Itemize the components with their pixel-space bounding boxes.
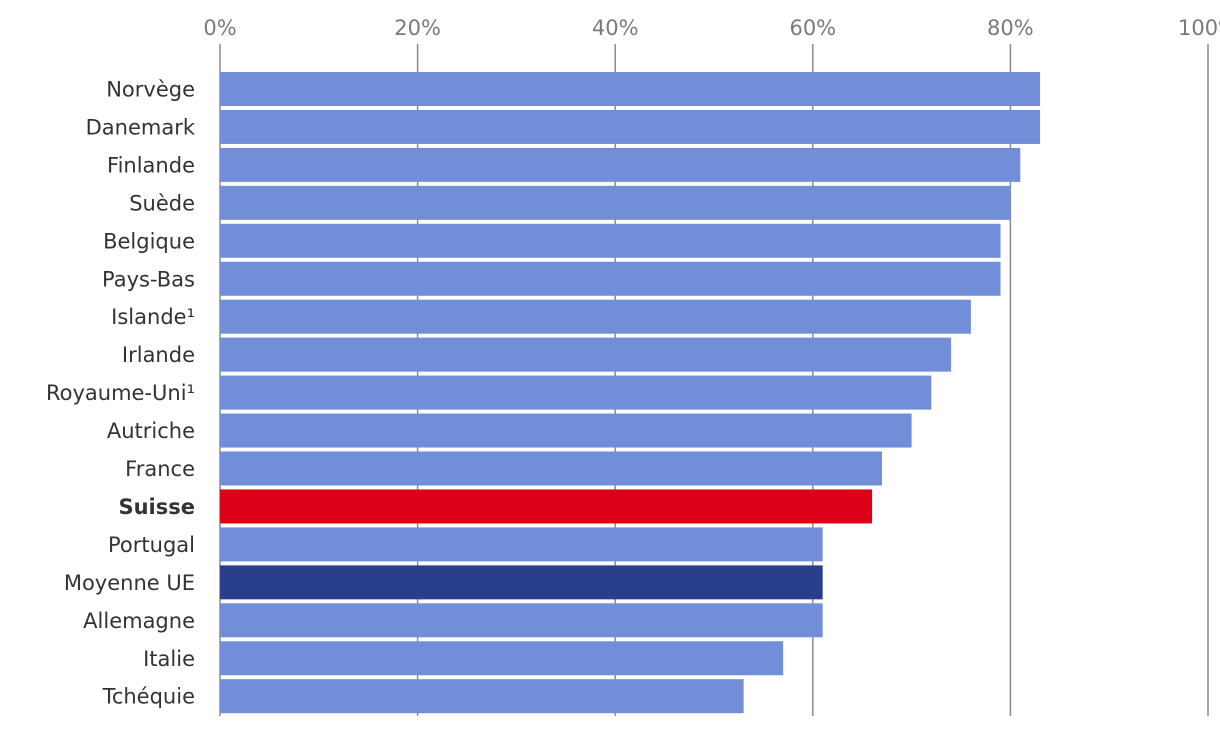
category-label: Belgique <box>103 229 195 253</box>
bar-country <box>220 261 1001 296</box>
bar-country <box>220 679 744 714</box>
category-label: Islande¹ <box>111 305 195 329</box>
category-label: Norvège <box>106 78 195 102</box>
category-label: Allemagne <box>83 609 195 633</box>
category-label: Autriche <box>107 419 195 443</box>
bar-country <box>220 451 882 486</box>
category-label: France <box>125 457 195 481</box>
x-tick-label: 60% <box>789 16 836 40</box>
bar-country <box>220 337 952 372</box>
bars <box>220 72 1041 714</box>
x-tick-label: 0% <box>203 16 236 40</box>
bar-country <box>220 223 1001 258</box>
category-label: Moyenne UE <box>64 571 195 595</box>
category-label: Tchéquie <box>102 685 195 709</box>
bar-country <box>220 413 912 448</box>
bar-country <box>220 185 1011 220</box>
x-tick-label: 40% <box>592 16 639 40</box>
category-label: Royaume-Uni¹ <box>46 381 195 405</box>
bar-average <box>220 565 823 600</box>
category-label: Italie <box>143 647 195 671</box>
category-label: Pays-Bas <box>102 267 195 291</box>
bar-country <box>220 641 784 676</box>
bar-country <box>220 109 1041 144</box>
x-axis-ticks: 0% 20% 40% 60% 80% 100% <box>203 16 1220 40</box>
category-label: Suisse <box>118 495 195 519</box>
bar-country <box>220 147 1021 182</box>
category-label: Danemark <box>86 115 196 139</box>
category-labels: Norvège Danemark Finlande Suède Belgique Pays… <box>46 78 196 709</box>
category-label: Irlande <box>122 343 195 367</box>
category-label: Finlande <box>107 153 195 177</box>
x-tick-label: 100% <box>1178 16 1220 40</box>
category-label: Portugal <box>108 533 195 557</box>
bar-country <box>220 299 971 334</box>
x-tick-label: 20% <box>394 16 441 40</box>
bar-country <box>220 603 823 638</box>
x-tick-label: 80% <box>987 16 1034 40</box>
bar-country <box>220 527 823 562</box>
category-label: Suède <box>129 191 195 215</box>
bar-country <box>220 72 1041 106</box>
bar-highlight <box>220 489 873 524</box>
bar-country <box>220 375 932 410</box>
